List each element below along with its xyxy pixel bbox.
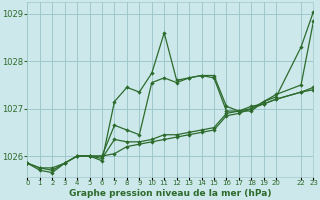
X-axis label: Graphe pression niveau de la mer (hPa): Graphe pression niveau de la mer (hPa) (69, 189, 272, 198)
